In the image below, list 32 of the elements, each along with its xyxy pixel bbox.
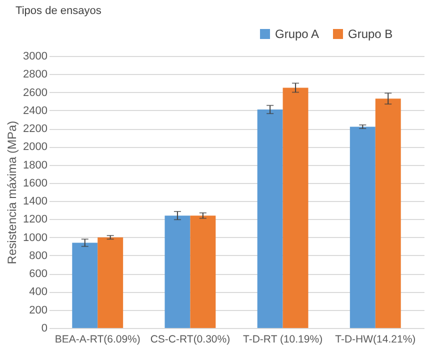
y-tick-label: 2000 [23, 141, 48, 154]
bar [282, 88, 308, 328]
y-axis-title: Resistencia máxima (MPa) [5, 120, 20, 264]
legend-label: Grupo A [275, 27, 320, 41]
x-tick-label: T-D-RT (10.19%) [243, 334, 323, 345]
bar [350, 126, 376, 328]
y-tick-label: 1400 [23, 196, 48, 208]
y-tick-label: 3000 [23, 50, 48, 62]
y-tick-label: 1200 [23, 214, 48, 226]
bar [375, 98, 401, 328]
bar [164, 216, 190, 328]
y-tick-label: 2600 [23, 86, 48, 99]
y-tick-label: 600 [29, 268, 48, 280]
y-tick-label: 1600 [23, 177, 48, 190]
y-tick-label: 0 [41, 322, 48, 334]
y-tick-label: 1800 [23, 159, 48, 172]
y-tick-label: 200 [29, 304, 48, 316]
y-tick-label: 2200 [23, 123, 48, 136]
bar [257, 109, 283, 328]
y-tick-label: 1000 [23, 232, 48, 244]
bar [98, 237, 124, 328]
y-tick-label: 2800 [23, 68, 48, 81]
x-tick-label: T-D-HW(14.21%) [335, 334, 416, 345]
chart-title: Tipos de ensayos [16, 5, 102, 17]
x-tick-label: CS-C-RT(0.30%) [150, 334, 230, 345]
legend-label: Grupo B [348, 27, 393, 41]
bar [72, 242, 98, 328]
bar [190, 216, 216, 328]
y-tick-label: 800 [29, 250, 48, 262]
x-tick-label: BEA-A-RT(6.09%) [54, 334, 140, 345]
y-tick-label: 2400 [23, 104, 48, 117]
y-tick-label: 400 [29, 286, 48, 298]
